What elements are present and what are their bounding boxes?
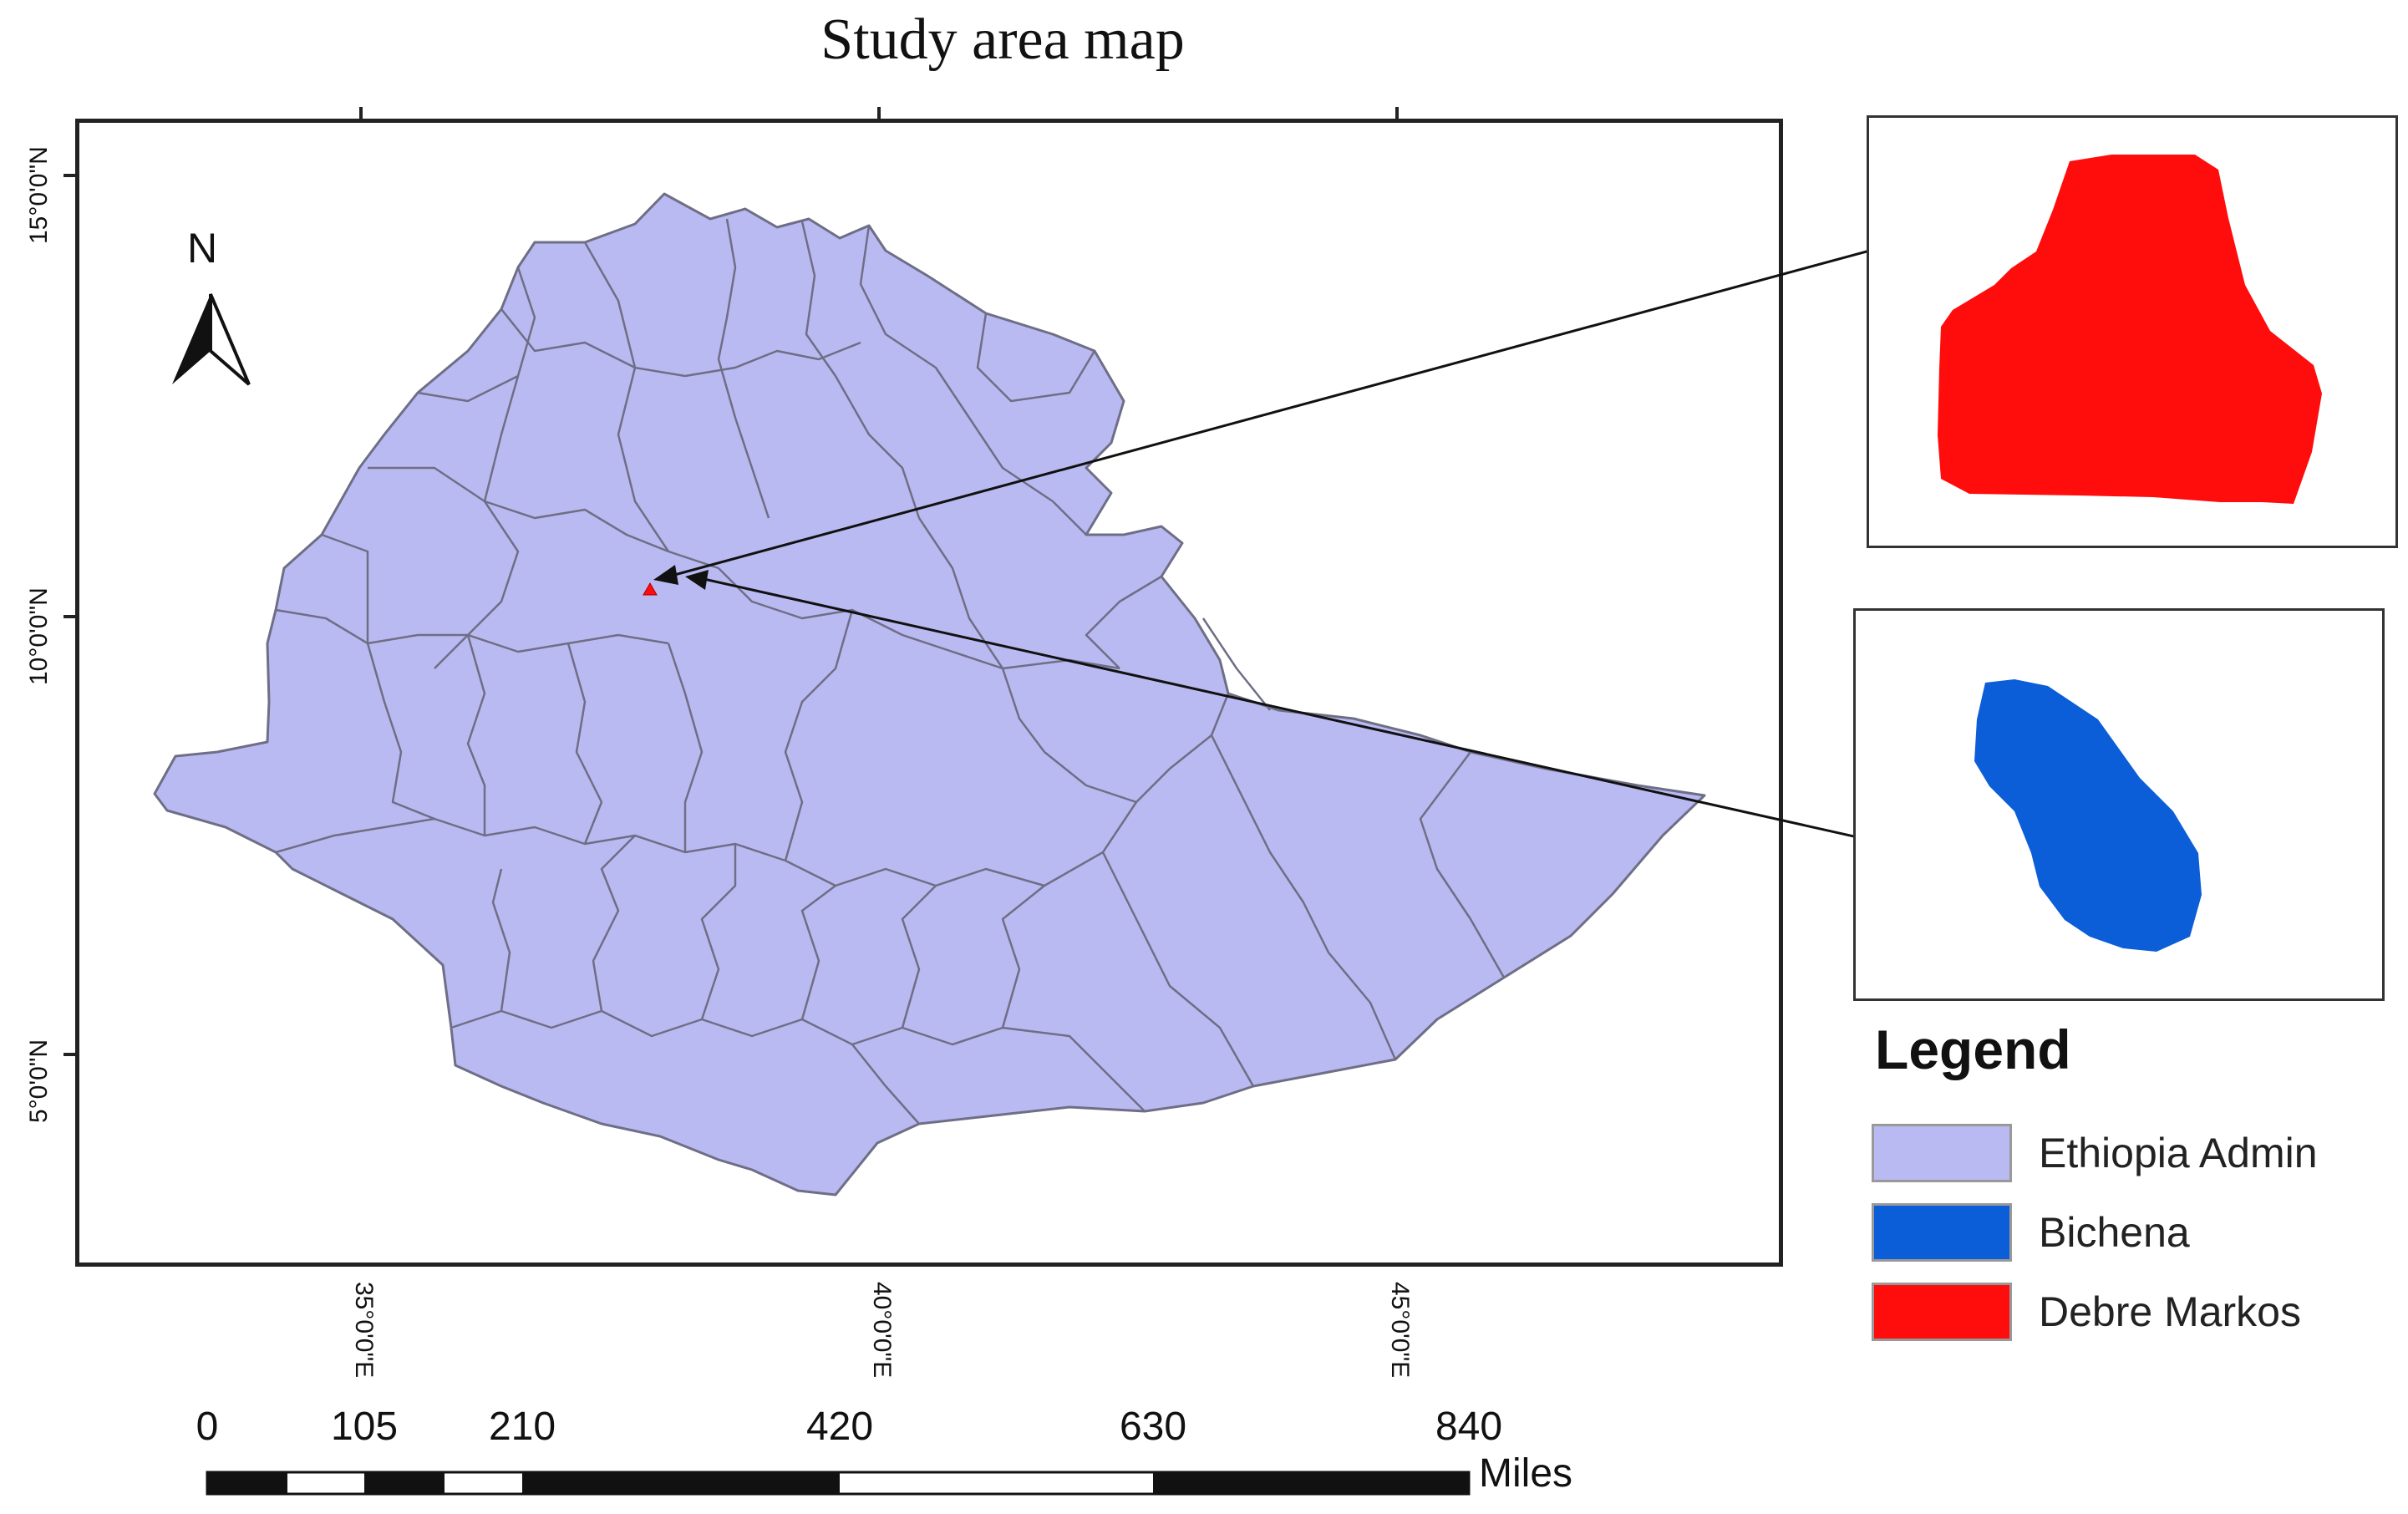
scale-label: 0	[196, 1405, 219, 1449]
north-label: N	[187, 225, 218, 272]
arrowhead-bichena	[685, 570, 709, 590]
legend-label: Ethiopia Admin	[2039, 1130, 2318, 1176]
legend-item-debre-markos: Debre Markos	[1872, 1283, 2301, 1341]
scale-label: 210	[488, 1405, 556, 1449]
lon-label-40e: 40°0'0"E	[868, 1282, 896, 1379]
inset-debre-markos	[1867, 115, 2398, 548]
arrowhead-debre-markos	[653, 565, 678, 585]
inset-bichena	[1853, 608, 2385, 1001]
admin-boundaries	[275, 218, 1506, 1125]
bichena-shape	[1974, 679, 2202, 952]
debre-markos-shape	[1938, 155, 2322, 504]
frame-ticks	[64, 107, 1399, 1056]
legend-title: Legend	[1875, 1019, 2071, 1080]
lon-label-45e: 45°0'0"E	[1386, 1282, 1414, 1379]
lon-label-35e: 35°0'0"E	[350, 1282, 378, 1379]
legend-swatch-bichena	[1872, 1203, 2012, 1262]
scale-label: 630	[1119, 1405, 1187, 1449]
lat-label-15n: 15°0'0"N	[25, 146, 53, 244]
scale-unit-label: Miles	[1479, 1451, 1573, 1496]
legend-label: Debre Markos	[2039, 1288, 2301, 1335]
legend-item-bichena: Bichena	[1872, 1203, 2190, 1262]
scale-label: 420	[805, 1405, 874, 1449]
scale-label: 105	[330, 1405, 399, 1449]
scale-bar	[206, 1471, 1471, 1496]
lat-label-10n: 10°0'0"N	[25, 587, 53, 685]
map-title: Study area map	[820, 8, 1185, 72]
study-area-marker	[643, 582, 658, 596]
legend-swatch-debre-markos	[1872, 1283, 2012, 1341]
lat-label-5n: 5°0'0"N	[25, 1039, 53, 1123]
north-arrow-icon	[172, 293, 251, 386]
scale-label: 840	[1435, 1405, 1503, 1449]
ethiopia-admin-shape	[153, 192, 1706, 1196]
legend-label: Bichena	[2039, 1209, 2190, 1256]
map-frame	[75, 119, 1783, 1267]
legend-item-ethiopia-admin: Ethiopia Admin	[1872, 1124, 2318, 1182]
legend-swatch-ethiopia-admin	[1872, 1124, 2012, 1182]
